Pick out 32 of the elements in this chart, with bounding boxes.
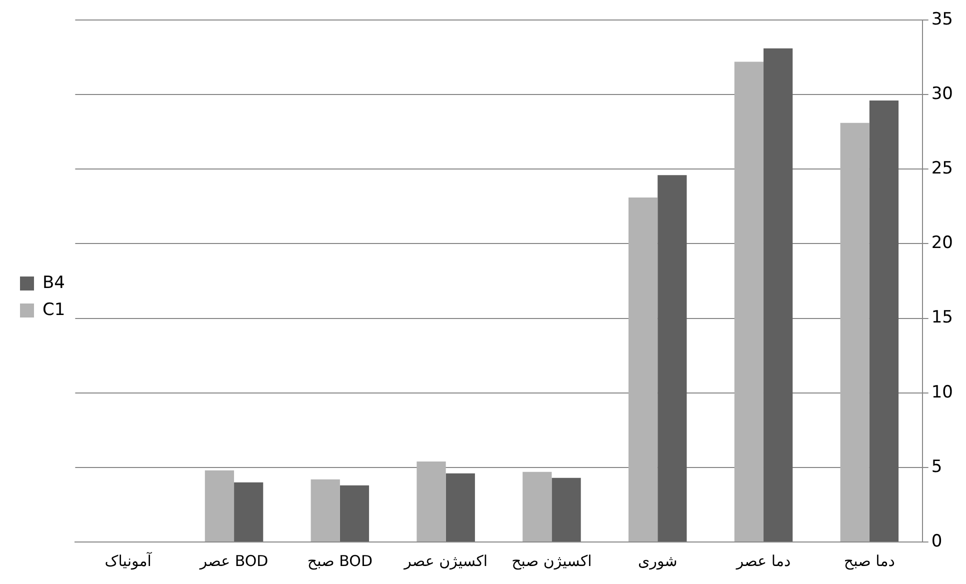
bar — [840, 122, 870, 542]
y-tick-label: 30 — [931, 84, 954, 104]
bar — [734, 62, 764, 542]
x-tick-label: دما عصر — [735, 552, 791, 570]
x-tick-label: دما صبح — [844, 552, 895, 570]
y-tick-label: 15 — [931, 308, 954, 328]
x-tick-label: شوری — [638, 552, 678, 570]
bar — [869, 100, 899, 542]
bar — [340, 485, 370, 542]
bar — [234, 482, 264, 542]
bar — [416, 461, 446, 542]
x-tick-label: آمونیاک — [104, 550, 152, 570]
bar — [628, 197, 658, 542]
legend-label: C1 — [42, 300, 66, 320]
bar — [310, 479, 340, 542]
bar — [446, 473, 475, 542]
bar — [522, 472, 552, 542]
bar — [204, 470, 234, 542]
x-tick-label: عصر BOD — [198, 552, 268, 570]
legend-label: B4 — [42, 272, 65, 293]
x-tick-label: اکسیژن صبح — [512, 552, 592, 570]
y-tick-label: 5 — [931, 456, 942, 477]
y-tick-label: 25 — [931, 158, 954, 179]
y-tick-label: 35 — [931, 9, 954, 30]
y-tick-label: 0 — [931, 531, 942, 552]
bar — [764, 48, 793, 542]
bar — [658, 175, 687, 542]
bar — [552, 478, 581, 542]
y-tick-label: 20 — [931, 233, 954, 254]
y-tick-label: 10 — [931, 382, 954, 402]
x-tick-label: صبح BOD — [307, 552, 372, 570]
x-tick-label: اکسیژن عصر — [403, 552, 488, 570]
